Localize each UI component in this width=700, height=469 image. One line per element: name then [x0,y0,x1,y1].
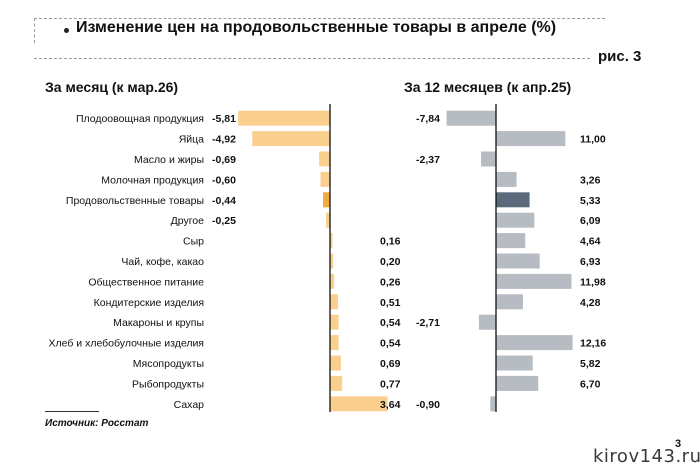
category-label: Кондитерские изделия [94,297,204,309]
yearly-bar [446,110,496,126]
yearly-value-label: 4,28 [580,297,601,309]
monthly-bar [330,233,333,249]
yearly-bar [481,151,496,167]
yearly-bar [496,171,517,187]
yearly-value-label: 6,70 [580,378,601,390]
panel-title-yearly: За 12 месяцев (к апр.25) [404,79,572,95]
yearly-bar [496,131,566,147]
monthly-bar [319,151,330,167]
yearly-value-label: -2,37 [416,154,440,166]
monthly-bar [326,212,330,228]
category-label: Плодоовощная продукция [76,113,204,125]
monthly-value-label: 0,51 [380,297,401,309]
monthly-value-label: 0,69 [380,358,401,370]
yearly-bar [490,396,496,412]
category-label: Яйца [179,134,204,146]
yearly-value-label: -2,71 [416,317,440,329]
watermark: kirov143.ru [593,446,700,467]
title-divider [34,58,590,59]
monthly-bar [330,355,341,371]
title-frame: Изменение цен на продовольственные товар… [34,10,674,43]
monthly-value-label: 0,77 [380,378,401,390]
monthly-value-label: -5,81 [212,113,236,125]
yearly-value-label: 11,00 [580,134,606,146]
monthly-value-label: 0,54 [380,338,401,350]
category-label: Чай, кофе, какао [121,256,204,268]
title-border [34,18,605,43]
category-label: Рыбопродукты [132,378,204,390]
category-label: Общественное питание [88,276,204,288]
category-label: Хлеб и хлебобулочные изделия [49,338,205,350]
yearly-value-label: -7,84 [416,113,440,125]
yearly-value-label: 12,16 [580,338,606,350]
monthly-bar [320,171,330,187]
yearly-value-label: 11,98 [580,276,606,288]
figure-label: рис. 3 [598,48,642,65]
monthly-value-label: -0,44 [212,195,236,207]
yearly-bar [496,355,533,371]
bullet-icon [64,28,69,33]
yearly-value-label: 6,93 [580,256,601,268]
monthly-bar [330,294,339,310]
source-rule [45,411,99,412]
monthly-bar [330,314,339,330]
monthly-bar [252,131,330,147]
monthly-bar [330,335,339,351]
monthly-bar [330,396,388,412]
category-label: Мясопродукты [133,358,204,370]
category-label: Сахар [174,399,205,411]
monthly-value-label: 0,26 [380,276,401,288]
category-label: Молочная продукция [101,174,204,186]
panel-title-monthly: За месяц (к мар.26) [45,79,179,95]
yearly-value-label: 5,82 [580,358,601,370]
source-note: Источник: Росстат [45,418,149,429]
monthly-bar [330,375,343,391]
yearly-bar [496,273,572,289]
yearly-value-label: 4,64 [580,236,601,248]
yearly-value-label: 5,33 [580,195,601,207]
yearly-bar [496,192,530,208]
category-label: Макароны и крупы [113,317,204,329]
page-number: 3 [675,438,682,450]
yearly-bar [496,375,539,391]
monthly-value-label: 0,20 [380,256,401,268]
yearly-bar [496,233,526,249]
monthly-value-label: 0,54 [380,317,401,329]
yearly-bar [478,314,496,330]
yearly-bar [496,294,523,310]
category-label: Сыр [183,236,204,248]
chart-title: Изменение цен на продовольственные товар… [76,19,557,36]
category-label: Продовольственные товары [66,195,204,207]
monthly-value-label: -0,60 [212,174,236,186]
yearly-value-label: 6,09 [580,215,601,227]
monthly-bar [323,192,330,208]
category-label: Масло и жиры [134,154,204,166]
monthly-bar [238,110,330,126]
yearly-bar [496,335,573,351]
category-label: Другое [171,215,205,227]
yearly-bar [496,253,540,269]
monthly-value-label: 3,64 [380,399,401,411]
monthly-value-label: -4,92 [212,134,236,146]
yearly-value-label: 3,26 [580,174,601,186]
monthly-value-label: -0,25 [212,215,236,227]
monthly-value-label: 0,16 [380,236,401,248]
monthly-value-label: -0,69 [212,154,236,166]
yearly-bar [496,212,535,228]
monthly-bar [330,273,335,289]
yearly-value-label: -0,90 [416,399,440,411]
monthly-bar [330,253,334,269]
